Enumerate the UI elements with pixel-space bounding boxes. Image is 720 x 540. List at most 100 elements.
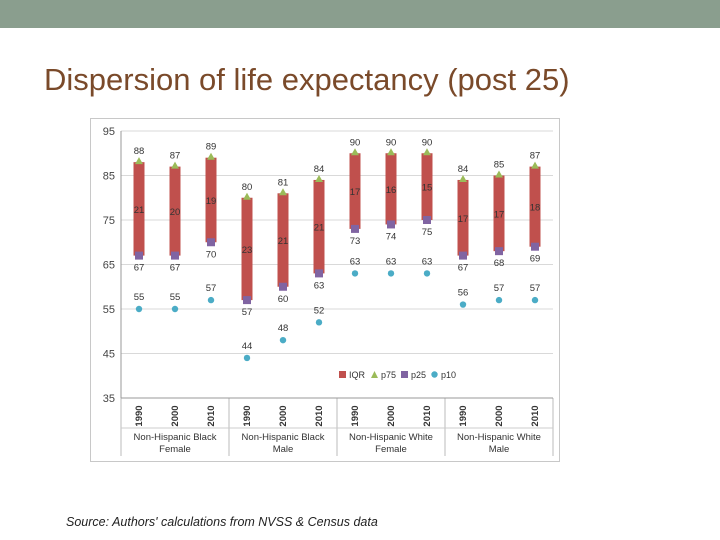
group-label-line2: Female [159, 444, 191, 455]
y-tick-label: 55 [103, 304, 115, 316]
iqr-bar [133, 162, 145, 256]
group-label-line1: Non-Hispanic Black [242, 432, 325, 443]
p10-marker [351, 270, 359, 277]
p25-label: 70 [206, 249, 217, 260]
p25-marker [423, 216, 431, 224]
legend-swatch-p10 [431, 371, 438, 378]
year-label: 1990 [458, 405, 469, 426]
p10-label: 63 [386, 256, 397, 267]
iqr-bar [493, 175, 505, 252]
p25-marker [315, 269, 323, 278]
p10-label: 57 [494, 283, 505, 294]
p25-label: 68 [494, 258, 505, 269]
legend-label: IQR [349, 370, 366, 380]
iqr-bar [169, 166, 181, 256]
p10-label: 52 [314, 305, 325, 316]
p10-marker [315, 319, 323, 326]
iqr-bar [385, 153, 397, 225]
iqr-label: 21 [134, 205, 145, 216]
p75-marker [423, 148, 431, 156]
iqr-label: 16 [386, 185, 397, 196]
iqr-label: 23 [242, 245, 253, 256]
y-tick-label: 95 [103, 126, 115, 138]
p75-label: 90 [386, 137, 397, 148]
p75-marker [135, 157, 143, 165]
p25-label: 74 [386, 231, 397, 242]
year-label: 2000 [386, 405, 397, 426]
p10-label: 57 [206, 283, 217, 294]
y-tick-label: 35 [103, 393, 115, 405]
iqr-bar [277, 193, 289, 287]
p10-marker [135, 305, 143, 313]
iqr-label: 17 [494, 209, 505, 220]
p10-marker [459, 301, 467, 308]
group-label-line2: Male [489, 444, 510, 455]
p25-label: 60 [278, 294, 289, 305]
p75-marker [351, 148, 359, 156]
year-label: 1990 [350, 405, 361, 426]
p75-label: 87 [170, 151, 181, 162]
p25-label: 69 [530, 254, 541, 265]
iqr-bar [529, 166, 541, 247]
iqr-label: 20 [170, 207, 181, 218]
p75-marker [495, 170, 503, 178]
p10-marker [495, 296, 503, 304]
p75-label: 90 [422, 137, 433, 148]
p25-marker [207, 238, 215, 247]
p75-marker [315, 174, 323, 182]
iqr-bar [457, 179, 469, 256]
chart-frame: 35 45 55 65 75 85 95 21 88 67 55 1990 20 87 67 55 2000 19… [90, 118, 560, 462]
legend-label: p25 [411, 370, 426, 380]
p10-marker [207, 296, 215, 304]
iqr-bar [421, 153, 433, 220]
legend-swatch-iqr [339, 371, 346, 378]
p10-marker [387, 270, 395, 277]
iqr-bar [313, 179, 325, 274]
iqr-label: 18 [530, 203, 541, 214]
p75-marker [207, 152, 215, 160]
p75-label: 80 [242, 182, 253, 193]
p25-marker [243, 296, 251, 305]
p25-marker [495, 247, 503, 256]
p25-marker [351, 224, 359, 233]
p25-label: 57 [242, 307, 253, 318]
p25-marker [135, 251, 143, 260]
p10-label: 56 [458, 288, 469, 299]
p10-label: 44 [242, 341, 253, 352]
legend-label: p75 [381, 370, 396, 380]
group-label-line1: Non-Hispanic White [349, 432, 433, 443]
p25-marker [171, 251, 179, 260]
p75-label: 85 [494, 160, 505, 171]
p75-label: 84 [458, 164, 469, 175]
p25-label: 63 [314, 280, 325, 291]
p75-marker [459, 174, 467, 182]
iqr-label: 21 [314, 223, 325, 234]
year-label: 2000 [170, 405, 181, 426]
p10-label: 57 [530, 283, 541, 294]
iqr-label: 21 [278, 236, 289, 247]
p25-marker [387, 220, 395, 229]
y-tick-label: 45 [103, 349, 115, 361]
life-expectancy-chart: 3545556575859521886755199020876755200019… [103, 126, 554, 456]
iqr-label: 19 [206, 196, 217, 207]
p75-marker [387, 148, 395, 156]
iqr-bar [241, 197, 253, 301]
p10-marker [423, 270, 431, 277]
p10-label: 55 [170, 292, 181, 303]
p10-marker [243, 354, 251, 362]
p10-label: 55 [134, 292, 145, 303]
iqr-label: 15 [422, 183, 433, 194]
p75-label: 90 [350, 137, 361, 148]
top-banner [0, 0, 720, 28]
p25-label: 67 [170, 263, 181, 274]
p10-marker [531, 296, 539, 304]
legend-swatch-p25 [401, 371, 408, 378]
y-tick-label: 65 [103, 260, 115, 272]
iqr-label: 17 [458, 214, 469, 225]
group-label-line1: Non-Hispanic White [457, 432, 541, 443]
year-label: 2000 [278, 405, 289, 426]
iqr-label: 17 [350, 187, 361, 198]
p75-label: 89 [206, 142, 217, 153]
p25-label: 75 [422, 227, 433, 238]
p10-label: 63 [350, 256, 361, 267]
